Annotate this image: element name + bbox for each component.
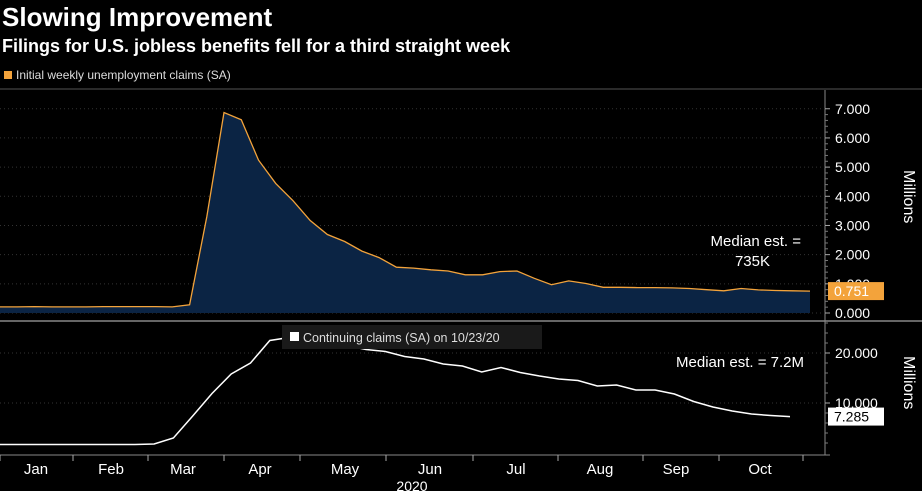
- top-y-tick-label: 3.000: [835, 217, 870, 233]
- legend-continuing-bg: [282, 325, 542, 349]
- top-y-tick-label: 4.000: [835, 188, 870, 204]
- top-y-tick-label: 0.000: [835, 305, 870, 321]
- last-value-badge-initial: [828, 282, 884, 301]
- legend-swatch-white: [290, 332, 299, 341]
- bottom-y-tick-label: 20.000: [835, 345, 878, 361]
- x-tick-label: Mar: [170, 461, 196, 478]
- legend-label-continuing: Continuing claims (SA) on 10/23/20: [303, 331, 500, 345]
- initial-claims-line: [0, 111, 811, 308]
- x-tick-label: Apr: [248, 461, 271, 478]
- x-tick-label: Jul: [506, 461, 525, 478]
- top-y-tick-label: 6.000: [835, 130, 870, 146]
- top-y-tick-label: 7.000: [835, 101, 870, 117]
- last-value-label-initial: 0.751: [834, 283, 869, 299]
- top-y-axis-title: Millions: [900, 170, 917, 223]
- legend-initial-claims: Initial weekly unemployment claims (SA): [4, 68, 231, 82]
- x-tick-label: May: [331, 461, 360, 478]
- x-axis-year-label: 2020: [396, 478, 427, 491]
- bottom-y-tick-label: 10.000: [835, 395, 878, 411]
- annotation-median-continuing: Median est. = 7.2M: [676, 354, 804, 371]
- last-value-label-continuing: 7.285: [834, 409, 869, 425]
- x-tick-label: Jan: [24, 461, 48, 478]
- annotation-median-initial: Median est. =: [711, 233, 802, 250]
- x-tick-label: Feb: [98, 461, 124, 478]
- top-y-tick-label: 5.000: [835, 159, 870, 175]
- x-tick-label: Aug: [587, 461, 614, 478]
- legend-label-initial-claims: Initial weekly unemployment claims (SA): [16, 68, 231, 82]
- top-y-tick-label: 2.000: [835, 247, 870, 263]
- bottom-y-axis-title: Millions: [900, 356, 917, 409]
- x-tick-label: Sep: [663, 461, 690, 478]
- legend-swatch-orange: [4, 71, 12, 79]
- continuing-claims-line: [0, 327, 791, 446]
- annotation-median-initial-value: 735K: [735, 253, 770, 270]
- initial-claims-area: [0, 112, 810, 313]
- x-tick-label: Jun: [418, 461, 442, 478]
- chart-subtitle: Filings for U.S. jobless benefits fell f…: [2, 36, 511, 56]
- last-value-badge-continuing: [828, 407, 884, 426]
- chart-title: Slowing Improvement: [2, 2, 273, 32]
- x-tick-label: Oct: [748, 461, 772, 478]
